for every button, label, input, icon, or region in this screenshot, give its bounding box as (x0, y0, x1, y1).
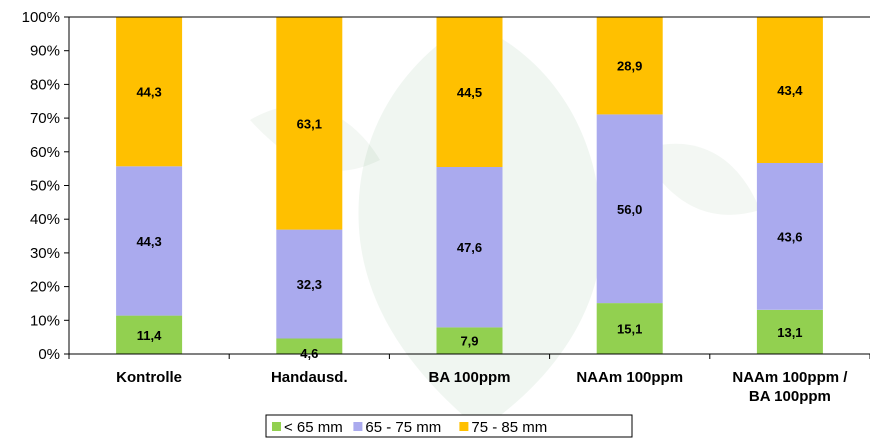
y-tick-label: 40% (30, 211, 60, 228)
data-label: 56,0 (617, 202, 642, 217)
x-category-label-line: BA 100ppm (429, 369, 511, 386)
bar-segment (756, 309, 823, 354)
data-label: 63,1 (297, 116, 322, 131)
x-category-label-line: Handausd. (271, 369, 348, 386)
data-label: 13,1 (777, 325, 802, 340)
y-tick-label: 80% (30, 76, 60, 93)
x-category-label: Handausd. (271, 369, 348, 386)
bar-segment (596, 17, 663, 115)
y-tick-label: 100% (22, 9, 60, 26)
x-category-label-line: NAAm 100ppm (576, 369, 683, 386)
legend-box (265, 414, 633, 438)
legend: < 65 mm 65 - 75 mm 75 - 85 mm (265, 414, 633, 438)
x-category-label-line: Kontrolle (116, 369, 182, 386)
data-label: 32,3 (297, 277, 322, 292)
data-label: 28,9 (617, 59, 642, 74)
data-label: 44,3 (136, 234, 161, 249)
data-label: 11,4 (137, 328, 162, 343)
legend-swatch (353, 422, 363, 431)
bar-segment (276, 17, 343, 230)
y-tick-label: 70% (30, 110, 60, 127)
x-category-label-line: BA 100ppm (749, 388, 831, 405)
legend-label: 75 - 85 mm (471, 419, 547, 436)
bar-segment (436, 167, 503, 328)
leaf-watermark (640, 143, 760, 215)
data-label: 43,4 (777, 83, 803, 98)
x-category-label: NAAm 100ppm / BA 100ppm (732, 369, 848, 405)
data-label: 44,5 (457, 85, 482, 100)
bar-segment (596, 303, 663, 354)
bar-segment (436, 17, 503, 167)
legend-label: < 65 mm (284, 419, 343, 436)
bar-segment (116, 166, 183, 316)
data-label: 15,1 (617, 322, 642, 337)
plot-area: 11,444,344,34,632,363,17,947,644,515,156… (68, 16, 870, 361)
bar-segment (756, 16, 823, 164)
x-category-label-line: NAAm 100ppm / (732, 369, 848, 386)
y-tick-label: 30% (30, 245, 60, 262)
y-tick-label: 90% (30, 43, 60, 60)
bar-segment (116, 17, 183, 167)
legend-swatch (272, 422, 281, 431)
y-tick-label: 60% (30, 144, 60, 161)
legend-label: 65 - 75 mm (365, 419, 441, 436)
y-tick-label: 20% (30, 279, 60, 296)
x-category-label: BA 100ppm (429, 369, 511, 386)
bar-segment (116, 315, 183, 354)
x-category-label: Kontrolle (116, 369, 182, 386)
y-tick-label: 50% (30, 178, 60, 195)
bar-segment (276, 229, 343, 339)
y-tick-label: 0% (38, 346, 60, 363)
bar-segment (756, 162, 823, 310)
data-label: 43,6 (777, 229, 802, 244)
bar-segment (596, 114, 663, 304)
legend-swatch (459, 422, 469, 431)
data-label: 47,6 (457, 240, 482, 255)
x-axis: Kontrolle Handausd. BA 100ppm NAAm 100ppm NA… (68, 354, 870, 405)
y-tick-label: 10% (30, 312, 60, 329)
y-axis: 0% 10% 20% 30% 40% 50% 60% 70% 80% 90% 100% (22, 9, 69, 363)
bar-segment (436, 327, 503, 354)
data-label: 7,9 (460, 334, 478, 349)
bar-segment (276, 338, 343, 354)
data-label: 44,3 (136, 85, 161, 100)
x-category-label: NAAm 100ppm (576, 369, 683, 386)
